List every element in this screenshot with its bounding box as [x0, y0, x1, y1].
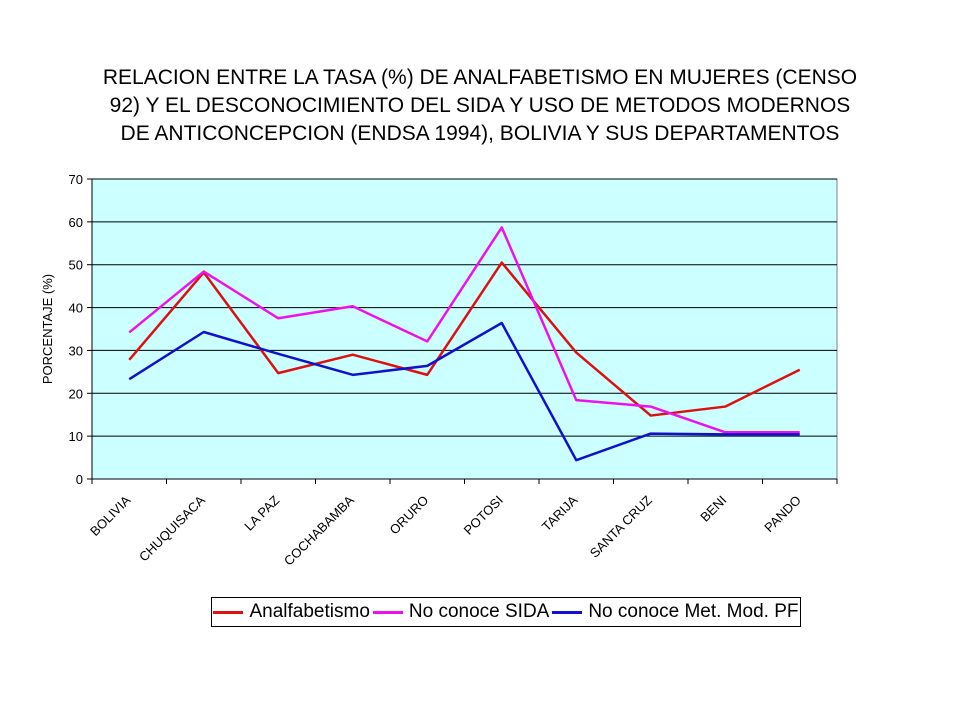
- legend-item: No conoce SIDA: [372, 601, 550, 623]
- chart-title-line: RELACION ENTRE LA TASA (%) DE ANALFABETI…: [102, 66, 858, 89]
- x-tick-label: PANDO: [761, 493, 804, 536]
- x-tick-label: CHUQUISACA: [136, 492, 208, 564]
- series-line: [128, 321, 800, 462]
- legend-swatch-analfabetismo: [213, 610, 244, 614]
- x-tick-label: BENI: [697, 493, 729, 525]
- x-tick-label: SANTA CRUZ: [587, 492, 655, 560]
- y-tick-label: 50: [69, 258, 83, 273]
- chart-title: RELACION ENTRE LA TASA (%) DE ANALFABETI…: [80, 64, 880, 148]
- legend-label: No conoce SIDA: [408, 601, 550, 622]
- y-tick-label: 60: [69, 215, 83, 230]
- series-line: [128, 261, 801, 417]
- legend-label: No conoce Met. Mod. PF: [588, 601, 799, 622]
- y-tick-label: 40: [69, 301, 83, 316]
- x-tick-label: COCHABAMBA: [281, 492, 357, 568]
- x-tick-label: POTOSI: [461, 493, 506, 538]
- legend-item: Analfabetismo: [213, 601, 370, 623]
- legend-swatch-no-conoce-sida: [372, 610, 403, 614]
- chart-title-line: 92) Y EL DESCONOCIMIENTO DEL SIDA Y USO …: [109, 94, 851, 117]
- y-axis-label: PORCENTAJE (%): [40, 274, 55, 384]
- x-tick-label: LA PAZ: [241, 492, 282, 533]
- x-tick-label: BOLIVIA: [87, 492, 134, 539]
- legend-label: Analfabetismo: [249, 601, 370, 622]
- y-tick-label: 10: [69, 429, 83, 444]
- y-tick-label: 70: [69, 172, 83, 187]
- x-tick-label: TARIJA: [539, 492, 581, 534]
- legend-swatch-no-conoce-met-mod-pf: [552, 610, 583, 614]
- chart-title-line: DE ANTICONCEPCION (ENDSA 1994), BOLIVIA …: [120, 122, 840, 145]
- legend-item: No conoce Met. Mod. PF: [552, 601, 798, 623]
- y-tick-label: 20: [69, 386, 83, 401]
- chart-legend: Analfabetismo No conoce SIDA No conoce M…: [211, 597, 801, 627]
- x-tick-label: ORURO: [387, 493, 432, 538]
- series-line: [128, 226, 800, 434]
- y-tick-label: 0: [76, 472, 83, 487]
- y-tick-label: 30: [69, 343, 83, 358]
